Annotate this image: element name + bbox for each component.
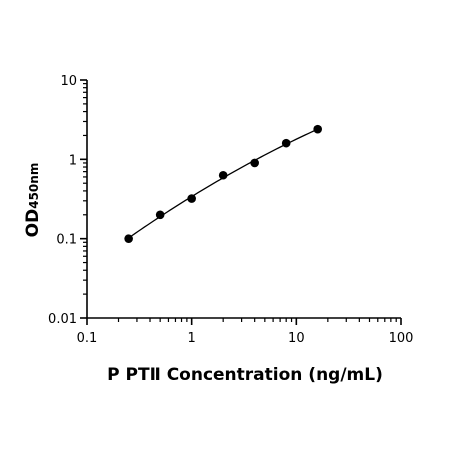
- x-axis-label: P PTⅡ Concentration (ng/mL): [107, 365, 383, 385]
- data-point: [124, 234, 133, 243]
- data-point: [313, 124, 322, 134]
- x-tick-label: 1: [188, 331, 196, 346]
- data-points: [124, 124, 322, 243]
- axes: [86, 80, 401, 319]
- data-point: [250, 158, 259, 168]
- x-tick-label: 10: [288, 331, 305, 346]
- y-axis-label-main: OD: [23, 209, 43, 238]
- y-axis-label-sub: 450nm: [27, 163, 41, 209]
- y-tick-label: 1: [69, 153, 77, 168]
- data-point: [218, 170, 228, 180]
- y-tick-label: 0.1: [56, 233, 77, 248]
- x-tick-label: 100: [389, 331, 414, 346]
- data-point: [187, 194, 196, 203]
- data-point: [155, 210, 165, 220]
- y-tick-label: 0.01: [48, 312, 77, 327]
- y-tick-label: 10: [60, 74, 77, 89]
- data-point: [281, 138, 291, 148]
- x-tick-label: 0.1: [77, 331, 98, 346]
- y-axis-label: OD450nm: [23, 163, 43, 238]
